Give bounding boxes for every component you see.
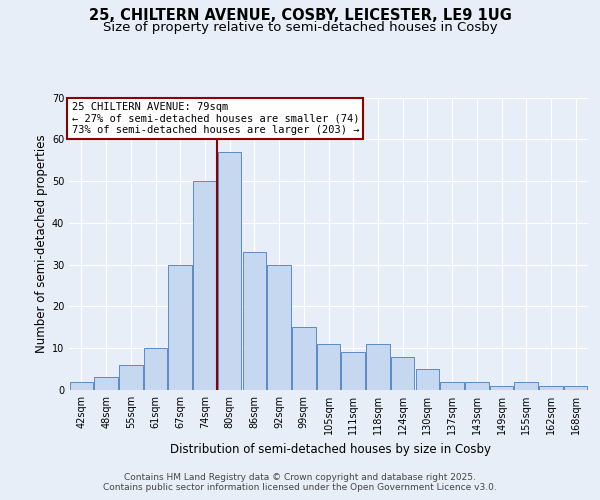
Text: Contains public sector information licensed under the Open Government Licence v3: Contains public sector information licen… [103,482,497,492]
Bar [193,181,217,390]
Bar [416,369,439,390]
Bar [94,378,118,390]
Bar [440,382,464,390]
Text: Size of property relative to semi-detached houses in Cosby: Size of property relative to semi-detach… [103,21,497,34]
Bar [119,365,143,390]
Text: Contains HM Land Registry data © Crown copyright and database right 2025.: Contains HM Land Registry data © Crown c… [124,472,476,482]
Bar [465,382,488,390]
Bar [490,386,513,390]
Bar [514,382,538,390]
Y-axis label: Number of semi-detached properties: Number of semi-detached properties [35,134,47,353]
Bar [169,264,192,390]
Bar [292,328,316,390]
Bar [242,252,266,390]
Text: 25, CHILTERN AVENUE, COSBY, LEICESTER, LE9 1UG: 25, CHILTERN AVENUE, COSBY, LEICESTER, L… [89,8,511,22]
Bar [391,356,415,390]
Bar [341,352,365,390]
Bar [268,264,291,390]
Bar [539,386,563,390]
Bar [366,344,389,390]
Bar [317,344,340,390]
Bar [218,152,241,390]
Text: Distribution of semi-detached houses by size in Cosby: Distribution of semi-detached houses by … [170,442,491,456]
Bar [564,386,587,390]
Bar [144,348,167,390]
Text: 25 CHILTERN AVENUE: 79sqm
← 27% of semi-detached houses are smaller (74)
73% of : 25 CHILTERN AVENUE: 79sqm ← 27% of semi-… [71,102,359,135]
Bar [70,382,93,390]
